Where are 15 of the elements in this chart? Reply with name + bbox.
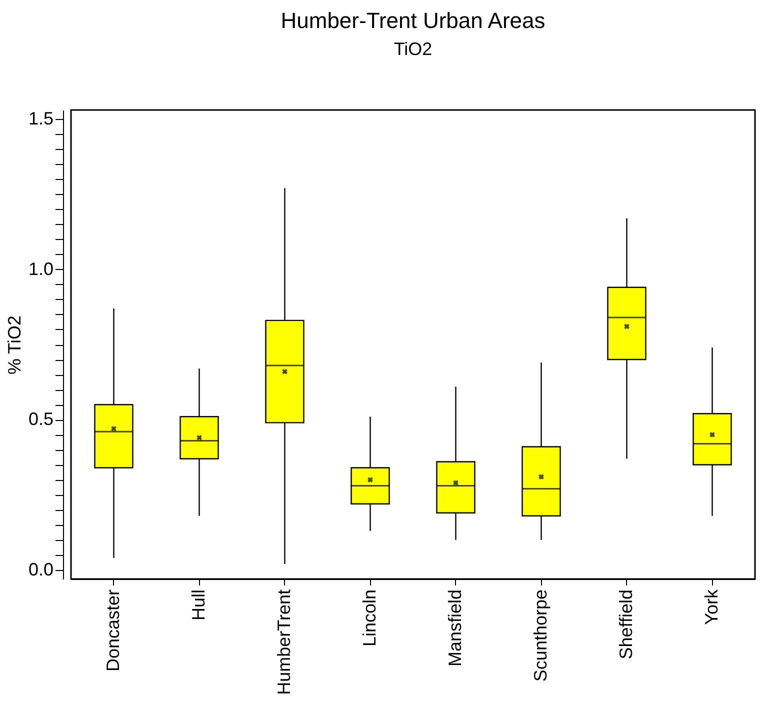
chart-subtitle: TiO2: [394, 39, 432, 59]
x-tick-label: Mansfield: [444, 590, 465, 667]
y-tick-label: 0.5: [28, 409, 54, 430]
y-tick-label: 1.5: [28, 108, 54, 129]
x-tick-label: HumberTrent: [274, 590, 294, 695]
x-tick-label: York: [701, 588, 722, 625]
y-axis-title: % TiO2: [4, 315, 24, 375]
y-tick-label: 1.0: [28, 258, 54, 279]
x-tick-label: Sheffield: [616, 590, 636, 660]
x-tick-label: Lincoln: [359, 590, 380, 647]
x-tick-label: Doncaster: [102, 590, 123, 672]
chart-title: Humber-Trent Urban Areas: [280, 8, 546, 33]
x-tick-label: Hull: [188, 590, 208, 621]
y-tick-label: 0.0: [28, 559, 54, 580]
x-tick-label: Scunthorpe: [530, 590, 550, 682]
